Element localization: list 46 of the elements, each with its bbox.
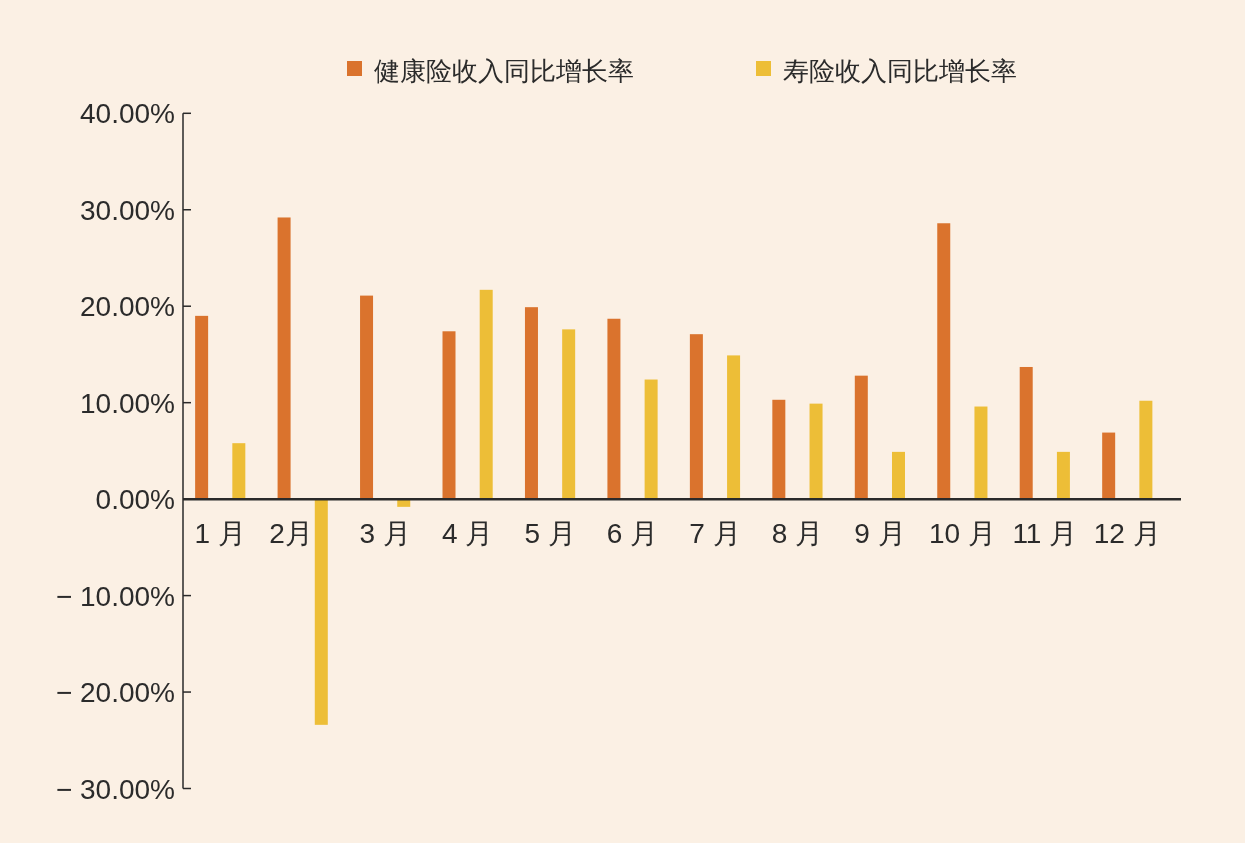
y-tick-label: − 20.00% [55, 677, 175, 709]
y-tick-label: 30.00% [80, 194, 175, 226]
bar [479, 289, 493, 500]
x-tick-label: 1 月 [194, 518, 246, 550]
bar [1139, 400, 1153, 500]
bar [809, 403, 823, 500]
bar [607, 318, 621, 500]
bar [689, 334, 703, 500]
bar [277, 217, 291, 500]
bar [562, 329, 576, 500]
bar [1056, 451, 1070, 500]
bar [772, 399, 786, 500]
x-tick-label: 5 月 [524, 518, 576, 550]
y-tick-label: − 30.00% [55, 773, 175, 805]
legend-label: 健康险收入同比增长率 [374, 56, 634, 86]
bar [397, 499, 411, 507]
bar [442, 331, 456, 500]
y-tick-label: 0.00% [95, 484, 175, 516]
bar [854, 375, 868, 500]
x-tick-label: 9 月 [854, 518, 906, 550]
bar [232, 443, 246, 500]
x-tick-label: 7 月 [689, 518, 741, 550]
x-tick-label: 12 月 [1093, 518, 1161, 550]
bar [524, 307, 538, 500]
bar [644, 379, 658, 500]
x-tick-label: 6 月 [606, 518, 659, 550]
bar [727, 355, 741, 500]
bar [1019, 366, 1033, 500]
x-tick-label: 2月 [269, 518, 313, 550]
y-tick-label: 10.00% [80, 387, 175, 419]
bar [892, 451, 905, 500]
bar [937, 223, 951, 500]
bar [1102, 432, 1116, 500]
bar [195, 315, 209, 500]
y-tick-label: 40.00% [80, 98, 175, 130]
x-tick-label: 4 月 [441, 518, 494, 550]
y-tick-label: 20.00% [80, 291, 175, 323]
x-tick-label: 3 月 [359, 518, 411, 550]
x-tick-label: 10 月 [928, 518, 996, 550]
bar [314, 499, 328, 725]
legend-label: 寿险收入同比增长率 [783, 56, 1017, 86]
x-tick-label: 8 月 [771, 518, 824, 550]
x-tick-label: 11 月 [1012, 518, 1078, 550]
bar [360, 295, 374, 500]
bar [974, 406, 988, 500]
y-tick-label: − 10.00% [55, 580, 175, 612]
